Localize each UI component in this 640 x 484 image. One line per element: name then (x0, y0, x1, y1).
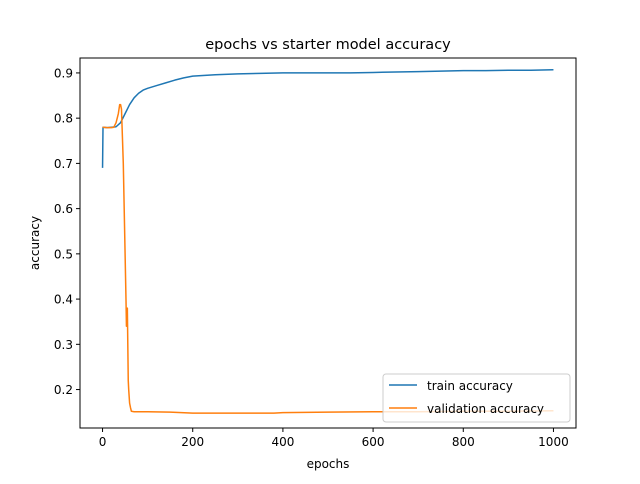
y-tick-label: 0.5 (54, 247, 73, 261)
plot-frame (79, 57, 577, 429)
x-tick-label: 800 (452, 435, 475, 449)
x-tick-label: 200 (181, 435, 204, 449)
legend: train accuracy validation accuracy (382, 373, 571, 423)
y-tick-label: 0.7 (54, 157, 73, 171)
legend-label-train: train accuracy (427, 379, 513, 393)
y-tick-label: 0.6 (54, 202, 73, 216)
x-axis-label: epochs (307, 457, 350, 471)
x-tick-label: 1000 (538, 435, 569, 449)
chart-title: epochs vs starter model accuracy (205, 37, 451, 53)
ticks-layer: 0 200 400 600 800 1000 0.2 0.3 0.4 0.5 0.6 0.7 0.8 0.… (54, 66, 569, 449)
y-tick-label: 0.4 (54, 293, 73, 307)
legend-box (382, 373, 571, 423)
x-tick-label: 0 (99, 435, 107, 449)
legend-label-validation: validation accuracy (427, 402, 544, 416)
series-layer (101, 69, 554, 414)
y-tick-label: 0.8 (54, 112, 73, 126)
y-tick-label: 0.9 (54, 66, 73, 80)
x-tick-label: 400 (271, 435, 294, 449)
y-tick-label: 0.2 (54, 383, 73, 397)
y-tick-label: 0.3 (54, 338, 73, 352)
x-tick-label: 600 (362, 435, 385, 449)
y-axis-label: accuracy (28, 216, 42, 270)
series-line-validation-accuracy (102, 103, 554, 414)
